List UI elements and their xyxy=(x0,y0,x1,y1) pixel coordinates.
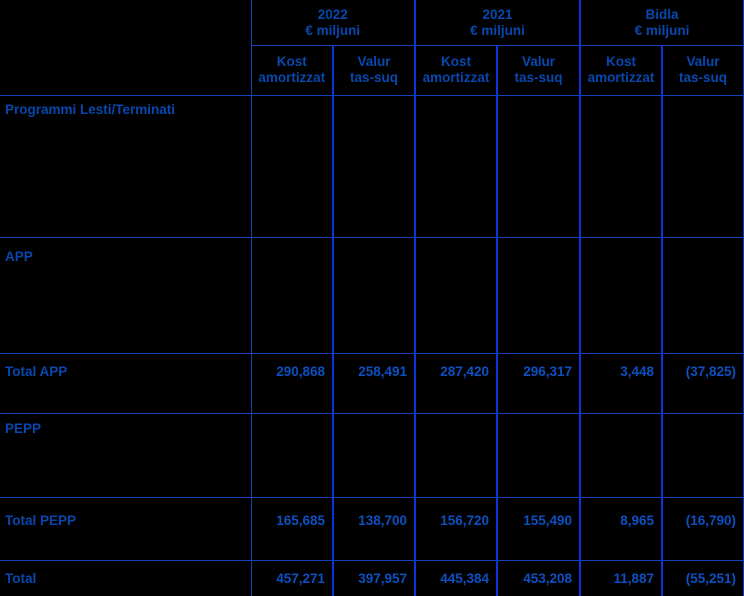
year-header-row: 2022 € miljuni 2021 € miljuni Bidla € mi… xyxy=(0,0,744,96)
cell-value xyxy=(333,413,417,498)
sub-line1: Valur xyxy=(357,53,391,69)
cell-value: 156,720 xyxy=(415,497,499,561)
cell-value xyxy=(415,237,499,354)
sub-line1: Kost xyxy=(276,53,307,69)
header-2022-valur: Valur tas-suq xyxy=(333,45,417,96)
cell-value: 258,491 xyxy=(333,353,417,414)
table-row-pepp: PEPP xyxy=(0,413,744,498)
cell-value: 3,448 xyxy=(580,353,664,414)
cell-value xyxy=(497,95,582,238)
header-bidla-kost: Kost amortizzat xyxy=(580,45,664,96)
cell-value: 11,887 xyxy=(580,560,664,596)
sub-line2: amortizzat xyxy=(422,69,490,85)
cell-value: 155,490 xyxy=(497,497,582,561)
cell-value xyxy=(333,237,417,354)
cell-value xyxy=(497,237,582,354)
row-label: Programmi Lesti/Terminati xyxy=(0,95,252,238)
year-label-2021: 2021 xyxy=(482,7,513,22)
cell-value: 8,965 xyxy=(580,497,664,561)
header-bidla-valur: Valur tas-suq xyxy=(662,45,744,96)
cell-value: (55,251) xyxy=(662,560,744,596)
table-row-total-app: Total APP 290,868 258,491 287,420 296,31… xyxy=(0,353,744,414)
unit-label-2022: € miljuni xyxy=(305,23,361,38)
col-group-2021: 2021 € miljuni xyxy=(415,0,582,46)
cell-value xyxy=(251,95,334,238)
cell-value: (37,825) xyxy=(662,353,744,414)
sub-line2: amortizzat xyxy=(587,69,655,85)
cell-value: (16,790) xyxy=(662,497,744,561)
corner-cell xyxy=(0,0,252,96)
row-label: Total APP xyxy=(0,353,252,414)
cell-value xyxy=(580,413,664,498)
table-row-total: Total 457,271 397,957 445,384 453,208 11… xyxy=(0,560,744,596)
header-2021-valur: Valur tas-suq xyxy=(497,45,582,96)
cell-value: 397,957 xyxy=(333,560,417,596)
year-label-bidla: Bidla xyxy=(645,7,679,22)
header-2021-kost: Kost amortizzat xyxy=(415,45,499,96)
cell-value xyxy=(415,95,499,238)
table-row-app: APP xyxy=(0,237,744,354)
cell-value xyxy=(497,413,582,498)
unit-label-bidla: € miljuni xyxy=(634,23,690,38)
col-group-bidla: Bidla € miljuni xyxy=(580,0,744,46)
sub-line2: tas-suq xyxy=(514,69,563,85)
row-label: APP xyxy=(0,237,252,354)
row-label: Total PEPP xyxy=(0,497,252,561)
cell-value xyxy=(333,95,417,238)
row-label: Total xyxy=(0,560,252,596)
table-row-total-pepp: Total PEPP 165,685 138,700 156,720 155,4… xyxy=(0,497,744,561)
cell-value xyxy=(580,95,664,238)
cell-value xyxy=(580,237,664,354)
sub-header-row: Kost amortizzat Valur tas-suq Kost amort… xyxy=(0,45,744,96)
cell-value: 453,208 xyxy=(497,560,582,596)
sub-line1: Valur xyxy=(686,53,720,69)
cell-value xyxy=(662,413,744,498)
cell-value xyxy=(662,95,744,238)
cell-value: 287,420 xyxy=(415,353,499,414)
cell-value: 165,685 xyxy=(251,497,334,561)
col-group-2022: 2022 € miljuni xyxy=(251,0,417,46)
cell-value xyxy=(662,237,744,354)
cell-value: 138,700 xyxy=(333,497,417,561)
cell-value xyxy=(251,237,334,354)
sub-line1: Kost xyxy=(441,53,472,69)
cell-value: 296,317 xyxy=(497,353,582,414)
header-2022-kost: Kost amortizzat xyxy=(251,45,334,96)
year-label-2022: 2022 xyxy=(317,7,348,22)
cell-value: 290,868 xyxy=(251,353,334,414)
unit-label-2021: € miljuni xyxy=(470,23,525,38)
sub-line2: tas-suq xyxy=(350,69,399,85)
sub-line2: tas-suq xyxy=(679,69,728,85)
table-row-programmi-lesti-terminati: Programmi Lesti/Terminati xyxy=(0,95,744,238)
cell-value xyxy=(251,413,334,498)
sub-line1: Kost xyxy=(606,53,637,69)
sub-line2: amortizzat xyxy=(258,69,326,85)
cell-value xyxy=(415,413,499,498)
cell-value: 445,384 xyxy=(415,560,499,596)
cell-value: 457,271 xyxy=(251,560,334,596)
row-label: PEPP xyxy=(0,413,252,498)
sub-line1: Valur xyxy=(522,53,556,69)
